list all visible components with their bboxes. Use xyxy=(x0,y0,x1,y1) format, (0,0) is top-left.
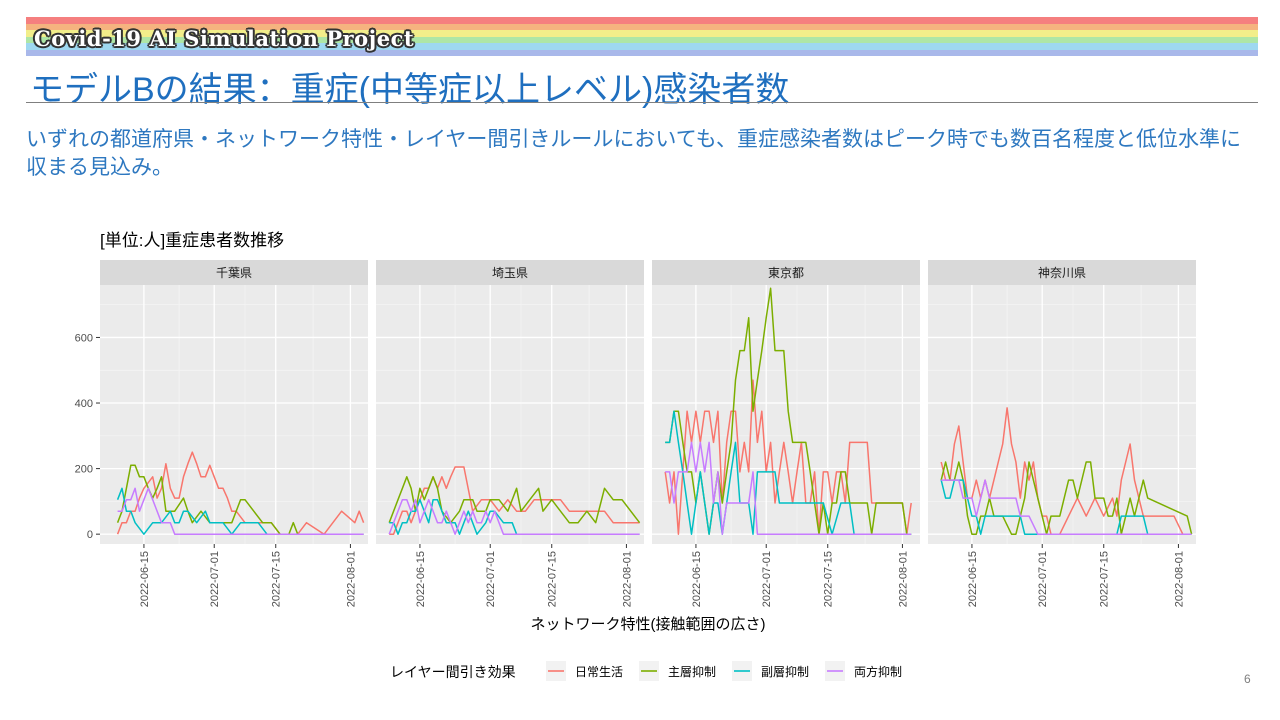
facet-strip xyxy=(376,260,644,285)
facet-label: 東京都 xyxy=(768,266,804,280)
x-tick-label: 2022-08-01 xyxy=(621,551,633,607)
facet-label: 千葉県 xyxy=(216,266,252,280)
x-tick-label: 2022-07-01 xyxy=(209,551,221,607)
series-line xyxy=(665,410,912,535)
series-line xyxy=(664,379,912,535)
legend-label: 日常生活 xyxy=(575,665,623,679)
y-tick-label: 0 xyxy=(87,529,93,541)
x-tick-label: 2022-07-01 xyxy=(485,551,497,607)
x-tick-label: 2022-07-15 xyxy=(547,551,559,607)
x-tick-label: 2022-06-15 xyxy=(967,551,979,607)
facet-strip xyxy=(928,260,1196,285)
series-line xyxy=(116,487,364,535)
facet-strip xyxy=(100,260,368,285)
legend: レイヤー間引き効果 日常生活 主層抑制 副層抑制 両方抑制 xyxy=(390,661,902,681)
facet-panel: 神奈川県 2022-06-15 2022-07-01 2022-07-15 2022-0… xyxy=(928,260,1196,607)
facet-label: 神奈川県 xyxy=(1038,266,1086,280)
y-tick-label: 600 xyxy=(75,332,93,344)
facet-label: 埼玉県 xyxy=(492,266,528,280)
x-tick-label: 2022-08-01 xyxy=(1173,551,1185,607)
facet-panel: 千葉県 2022-06-15 2022-07-01 2022-07-15 2022-08… xyxy=(75,260,368,607)
plot-background xyxy=(652,285,920,544)
y-tick-label: 200 xyxy=(75,464,93,476)
facet-panel: 埼玉県 2022-06-15 2022-07-01 2022-07-15 2022-08… xyxy=(376,260,644,607)
series-line xyxy=(665,441,912,535)
x-tick-label: 2022-06-15 xyxy=(691,551,703,607)
legend-label: 副層抑制 xyxy=(761,664,809,679)
x-tick-label: 2022-06-15 xyxy=(139,551,151,607)
y-tick-label: 400 xyxy=(75,398,93,410)
slide-description: いずれの都道府県・ネットワーク特性・レイヤー間引きルールにおいても、重症感染者数… xyxy=(26,128,1242,179)
x-tick-label: 2022-07-01 xyxy=(761,551,773,607)
series-line xyxy=(117,487,364,535)
rainbow-banner xyxy=(26,17,1258,56)
banner-title: Covid-19 AI Simulation Project xyxy=(34,26,415,51)
series-line xyxy=(388,498,640,535)
x-tick-label: 2022-07-01 xyxy=(1037,551,1049,607)
x-tick-label: 2022-08-01 xyxy=(345,551,357,607)
facet-strip xyxy=(652,260,920,285)
legend-label: 両方抑制 xyxy=(854,664,902,679)
page-number: 6 xyxy=(1244,672,1251,686)
plot-background xyxy=(100,285,368,544)
facet-panel: 東京都 2022-06-15 2022-07-01 2022-07-15 2022-08… xyxy=(652,260,920,607)
x-tick-label: 2022-07-15 xyxy=(1099,551,1111,607)
series-line xyxy=(940,461,1193,535)
x-tick-label: 2022-07-15 xyxy=(823,551,835,607)
legend-label: 主層抑制 xyxy=(668,664,716,679)
legend-title: レイヤー間引き効果 xyxy=(390,664,516,680)
x-tick-label: 2022-08-01 xyxy=(897,551,909,607)
series-line xyxy=(941,479,1192,535)
chart-title: [単位:人]重症患者数推移 xyxy=(100,231,284,250)
x-tick-label: 2022-06-15 xyxy=(415,551,427,607)
x-axis-label: ネットワーク特性(接触範囲の広さ) xyxy=(531,615,766,633)
x-tick-label: 2022-07-15 xyxy=(271,551,283,607)
title-divider xyxy=(26,102,1258,103)
